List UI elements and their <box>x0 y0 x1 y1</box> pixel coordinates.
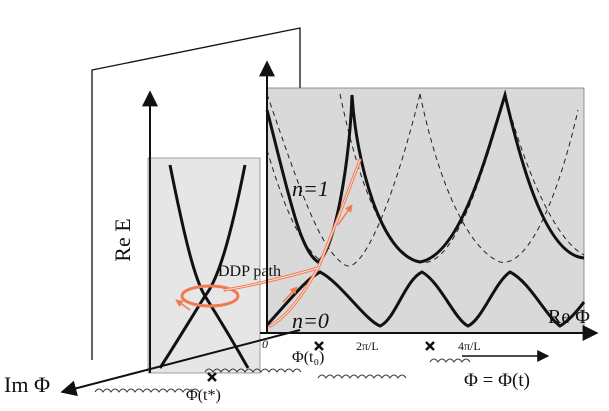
ddp-arrow-2 <box>337 204 353 226</box>
im-phi-label: Im Φ <box>4 372 50 397</box>
band-n1 <box>265 89 585 264</box>
n0-label: n=0 <box>292 308 329 333</box>
side-band-panel <box>147 157 261 374</box>
re-phi-label: Re Φ <box>548 306 590 328</box>
tick-4pi-label: 4π/L <box>458 339 481 353</box>
energy-bands-side <box>158 164 250 369</box>
tick-2pi-label: 2π/L <box>356 339 379 353</box>
band-n0 <box>265 270 586 328</box>
energy-bands-main <box>265 89 586 328</box>
tick-marks <box>207 341 435 382</box>
re-e-label: Re E <box>110 218 135 261</box>
im-phi-axis <box>60 329 301 397</box>
n1-label: n=1 <box>292 176 329 201</box>
ddp-path-label: DDP path <box>218 263 281 280</box>
origin-label: 0 <box>262 337 268 351</box>
phi-tstar-label: Φ(t*) <box>186 387 221 404</box>
phi-t0-label: Φ(t₀) <box>292 349 324 366</box>
phi-eq-label: Φ = Φ(t) <box>464 370 530 391</box>
wavy-lines <box>94 358 471 393</box>
ddp-arrow-1 <box>282 286 298 303</box>
ddp-arrow-3 <box>175 299 191 311</box>
